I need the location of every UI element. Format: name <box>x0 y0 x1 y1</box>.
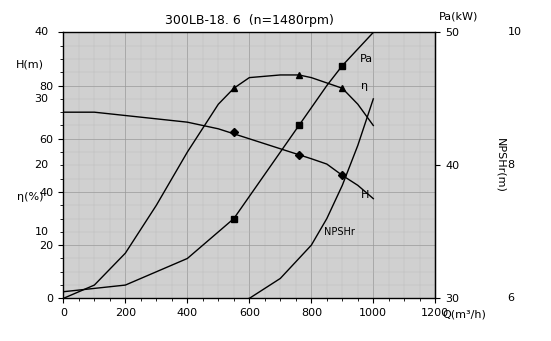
Text: H: H <box>361 190 369 200</box>
Text: 40: 40 <box>34 27 48 38</box>
Text: NPSHr: NPSHr <box>324 227 355 237</box>
Text: Q(m³/h): Q(m³/h) <box>443 309 487 319</box>
Text: Pa(kW): Pa(kW) <box>439 12 478 22</box>
Text: Pa: Pa <box>360 54 374 64</box>
Text: 20: 20 <box>34 160 48 170</box>
Text: 30: 30 <box>35 94 48 104</box>
Text: NPSHr(m): NPSHr(m) <box>495 138 505 193</box>
Title: 300LB-18. 6  (n=1480rpm): 300LB-18. 6 (n=1480rpm) <box>165 14 334 27</box>
Text: 6: 6 <box>507 293 515 303</box>
Text: η(%): η(%) <box>17 192 43 202</box>
Text: 10: 10 <box>507 27 521 38</box>
Text: 10: 10 <box>35 227 48 237</box>
Text: H(m): H(m) <box>16 59 44 69</box>
Text: 8: 8 <box>507 160 515 170</box>
Text: η: η <box>361 80 368 91</box>
